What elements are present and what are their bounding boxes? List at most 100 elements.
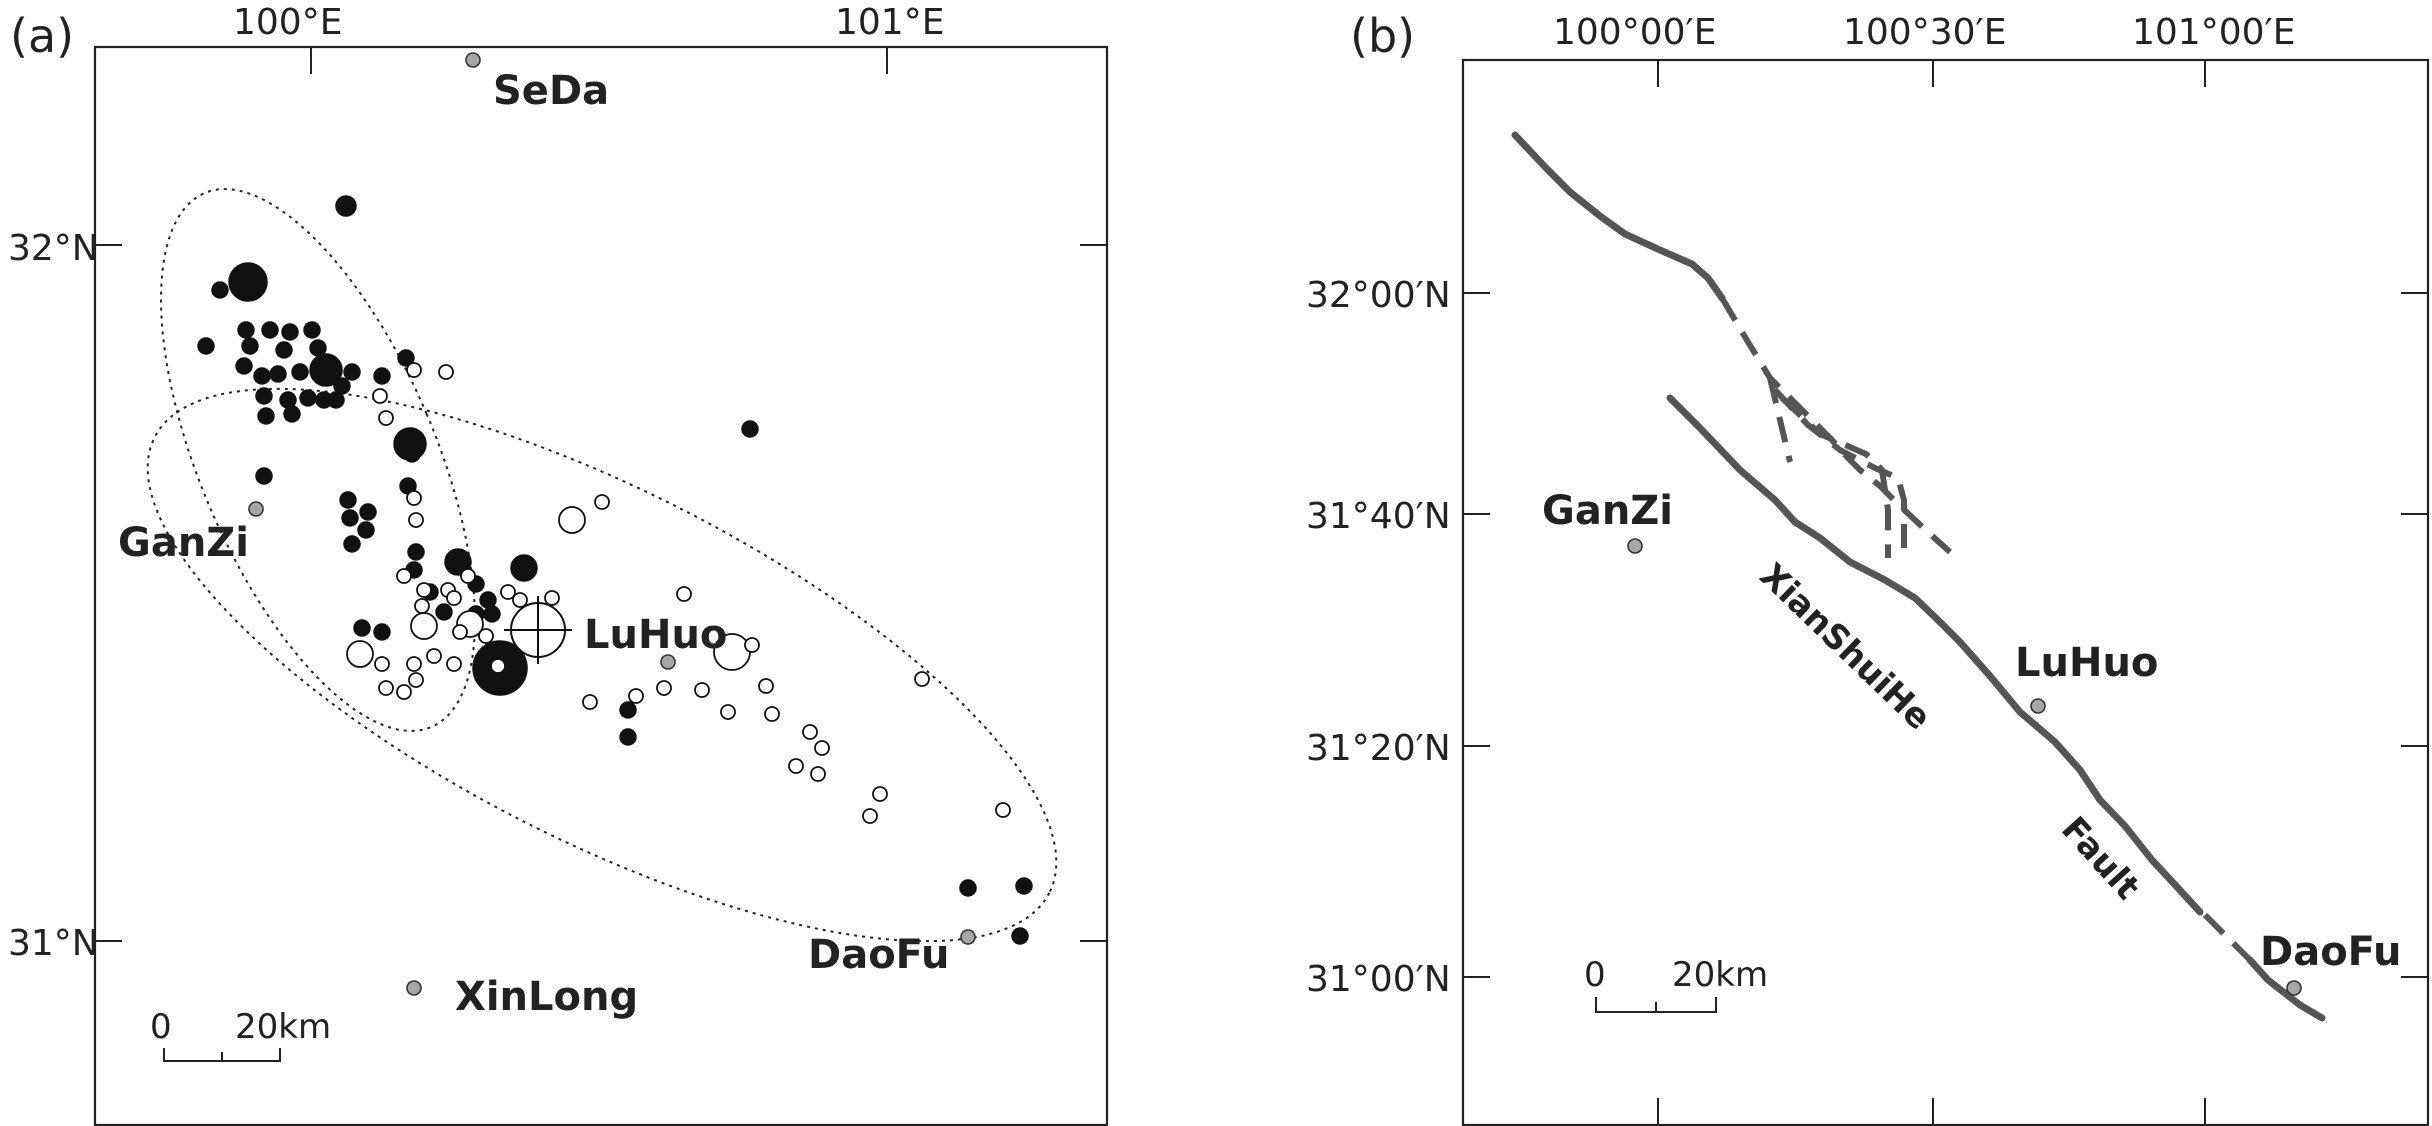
scale-b-distance: 20km [1672,955,1768,995]
panel-a-frame [93,45,1109,1126]
panel-b-frame [1461,58,2430,1126]
panel-b-scale-bar: 0 20km [1584,955,1768,1013]
event-marker-filled [257,407,275,425]
cluster-ellipse-southeast [146,387,1058,943]
panel-a-map: (a) 100°E 101°E 32°N 31°N SeDa [8,2,1109,1126]
event-marker-open [802,724,818,740]
event-marker-filled [275,341,293,359]
event-marker-filled [211,281,229,299]
earthquake-events [197,195,1033,945]
town-marker-seda [465,52,481,68]
lat-label-32n: 32°N [8,228,99,269]
event-marker-open [378,410,394,426]
event-marker-open [396,684,412,700]
cluster-ellipse-northwest [160,188,476,732]
event-marker-open [396,568,412,584]
event-marker-filled [959,879,977,897]
fault-branch-dashed-b [1772,387,1907,548]
event-marker-open [452,624,468,640]
town-marker-daofu-b [2286,980,2302,996]
event-marker-filled [281,323,299,341]
event-marker-filled [483,605,501,623]
event-marker-filled [303,321,321,339]
event-marker-open [490,658,506,674]
event-marker-open [594,494,610,510]
panel-b-map: (b) 100°00′E 100°30′E 101°00′E 32°00′N 3… [1306,9,2430,1126]
place-label-ganzi-b: GanZi [1542,488,1673,534]
place-label-seda: SeDa [493,68,609,114]
lon-label-100-30e: 100°30′E [1843,12,2006,53]
town-marker-luhuo-b [2030,698,2046,714]
event-marker-filled [269,365,287,383]
town-marker-xinlong [406,980,422,996]
scale-b-zero: 0 [1584,955,1606,995]
event-marker-filled [291,363,309,381]
event-marker-filled [343,363,361,381]
event-marker-filled [241,337,259,355]
event-marker-open [720,704,736,720]
event-marker-open [378,680,394,696]
event-marker-filled [341,509,359,527]
panel-a-label: (a) [10,9,74,63]
event-marker-open [810,766,826,782]
event-marker-open [372,388,388,404]
lat-label-31-20n: 31°20′N [1306,728,1451,769]
event-marker-open [582,694,598,710]
event-marker-filled [510,554,538,582]
event-marker-filled [444,548,472,576]
fault-trace-dashed-main [1719,296,1953,555]
event-marker-open [656,680,672,696]
event-marker-filled [237,321,255,339]
event-marker-filled [327,391,345,409]
event-marker-open [408,672,424,688]
panel-b-label: (b) [1350,9,1415,63]
event-marker-open [872,786,888,802]
place-label-luhuo: LuHuo [584,612,727,658]
epicenter-crosshair-icon [504,596,572,664]
fault-label-fault: Fault [2053,809,2147,907]
event-marker-open [446,590,462,606]
event-marker-open [426,648,442,664]
place-label-luhuo-b: LuHuo [2015,640,2158,686]
event-marker-open [414,598,430,614]
event-marker-open [346,640,374,668]
fault-branch-dashed-c [1779,395,1891,558]
event-marker-open [758,678,774,694]
event-marker-filled [309,353,343,387]
fault-trace-northwest [1511,131,1726,302]
event-marker-filled [359,503,377,521]
event-marker-open [862,808,878,824]
event-marker-filled [339,491,357,509]
event-marker-filled [235,357,253,375]
event-marker-open [408,512,424,528]
event-marker-open [406,656,422,672]
place-label-daofu: DaoFu [808,932,949,978]
place-label-daofu-b: DaoFu [2260,929,2401,975]
lon-label-100e: 100°E [233,2,342,43]
lat-label-31n: 31°N [8,923,99,964]
event-marker-open [438,364,454,380]
fault-trace-southeast-end [2246,956,2326,1022]
event-marker-open [676,586,692,602]
event-marker-filled [228,262,268,302]
town-marker-ganzi-b [1627,538,1643,554]
event-marker-open [764,706,780,722]
event-marker-filled [335,195,357,217]
event-marker-open [460,568,476,584]
event-marker-open [544,590,560,606]
event-marker-open [410,612,438,640]
event-marker-filled [255,467,273,485]
lon-label-101e: 101°E [835,2,944,43]
event-marker-open [814,740,830,756]
event-marker-open [914,671,930,687]
panel-a-scale-bar: 0 20km [150,1007,331,1062]
event-marker-filled [253,367,271,385]
event-marker-filled [393,427,427,461]
event-marker-filled [357,521,375,539]
event-marker-filled [299,389,317,407]
event-marker-open [406,490,422,506]
event-marker-filled [407,543,425,561]
event-marker-filled [373,623,391,641]
event-marker-filled [283,405,301,423]
event-marker-filled [741,420,759,438]
